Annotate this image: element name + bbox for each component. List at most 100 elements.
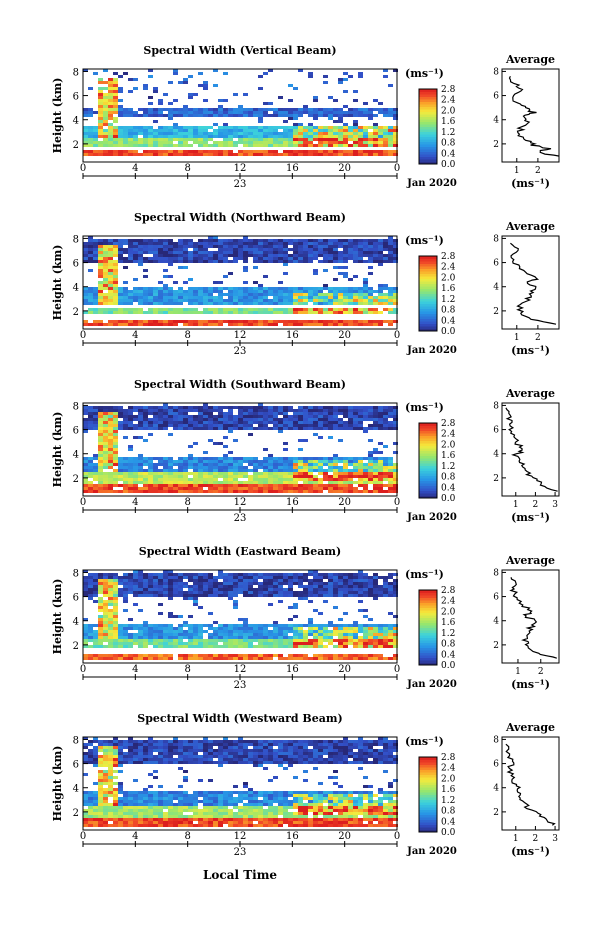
- colorbar-tick-label: 2.0: [441, 774, 456, 784]
- average-frame: [501, 235, 560, 330]
- panel-title: Spectral Width (Westward Beam): [137, 712, 342, 725]
- average-frame: [501, 569, 560, 664]
- average-y-tick-label: 6: [493, 593, 499, 603]
- y-axis-label: Height (km): [51, 746, 64, 822]
- average-x-tick-label: 1: [515, 667, 521, 677]
- average-frame: [501, 736, 560, 831]
- date-label: Jan 2020: [406, 679, 457, 690]
- colorbar-tick-label: 2.0: [441, 273, 456, 283]
- average-frame: [501, 402, 560, 497]
- x-tick-label: 12: [234, 664, 247, 675]
- plot-frame: [82, 68, 398, 163]
- average-y-tick-label: 6: [493, 426, 499, 436]
- colorbar-tick-label: 0.4: [441, 316, 456, 326]
- y-tick-label: 4: [73, 450, 79, 461]
- average-profile-line: [505, 407, 558, 492]
- average-x-tick-label: 1: [513, 834, 519, 844]
- x-tick-label: 20: [338, 497, 351, 508]
- colorbar-tick-label: 2.8: [441, 586, 456, 596]
- x-tick-label: 4: [132, 163, 138, 174]
- x-tick-label: 12: [234, 330, 247, 341]
- colorbar-unit: (ms⁻¹): [405, 401, 444, 414]
- x-tick-label: 4: [132, 497, 138, 508]
- x-tick-label: 16: [286, 664, 299, 675]
- average-x-label: (ms⁻¹): [511, 511, 550, 524]
- x-tick-label: 20: [338, 664, 351, 675]
- y-tick-label: 8: [73, 234, 79, 245]
- average-y-tick-label: 2: [493, 474, 499, 484]
- heatmap-cells: [83, 737, 398, 827]
- colorbar-tick-label: 0.4: [441, 817, 456, 827]
- x-tick-label: 0: [80, 497, 86, 508]
- date-label: Jan 2020: [406, 846, 457, 857]
- colorbar-frame: [418, 756, 438, 833]
- colorbar-tick-label: 1.6: [441, 451, 456, 461]
- colorbar-tick-label: 0.4: [441, 483, 456, 493]
- colorbar-tick-label: 0.0: [441, 327, 456, 337]
- panel-4: Spectral Width (Eastward Beam) 2 4 6 8 Height…: [51, 545, 560, 691]
- colorbar-tick-label: 2.4: [441, 96, 456, 106]
- average-x-tick-label: 3: [552, 834, 558, 844]
- average-title: Average: [505, 554, 555, 567]
- x-tick-label: 8: [184, 497, 190, 508]
- colorbar: [419, 256, 437, 332]
- average-x-tick-label: 2: [533, 834, 539, 844]
- x-tick-label: 20: [338, 163, 351, 174]
- y-axis-label: Height (km): [51, 579, 64, 655]
- y-tick-label: 6: [73, 92, 79, 103]
- colorbar-tick-label: 0.0: [441, 494, 456, 504]
- y-tick-label: 4: [73, 617, 79, 628]
- average-y-tick-label: 6: [493, 760, 499, 770]
- x-tick-label: 8: [184, 163, 190, 174]
- colorbar-tick-label: 1.2: [441, 295, 455, 305]
- average-x-tick-label: 2: [535, 166, 541, 176]
- average-x-tick-label: 2: [535, 333, 541, 343]
- colorbar-tick-label: 1.2: [441, 462, 455, 472]
- y-tick-label: 8: [73, 735, 79, 746]
- x-day-label: 23: [234, 346, 247, 357]
- average-x-tick-label: 3: [552, 500, 558, 510]
- average-profile-line: [509, 577, 557, 659]
- x-tick-label: 0: [394, 831, 400, 842]
- colorbar-tick-label: 1.2: [441, 128, 455, 138]
- x-tick-label: 4: [132, 831, 138, 842]
- x-tick-label: 0: [80, 163, 86, 174]
- colorbar-frame: [418, 589, 438, 666]
- y-tick-label: 6: [73, 760, 79, 771]
- heatmap-cells: [83, 236, 398, 326]
- colorbar-tick-label: 2.8: [441, 252, 456, 262]
- x-tick-label: 0: [394, 497, 400, 508]
- colorbar-tick-label: 1.2: [441, 796, 455, 806]
- colorbar-tick-label: 0.8: [441, 640, 456, 650]
- x-tick-label: 20: [338, 330, 351, 341]
- average-x-tick-label: 2: [538, 667, 544, 677]
- colorbar: [419, 590, 437, 666]
- average-x-tick-label: 1: [514, 333, 520, 343]
- average-x-label: (ms⁻¹): [511, 845, 550, 858]
- y-tick-label: 4: [73, 116, 79, 127]
- colorbar-unit: (ms⁻¹): [405, 234, 444, 247]
- average-y-tick-label: 2: [493, 641, 499, 651]
- colorbar-tick-label: 0.8: [441, 473, 456, 483]
- panel-title: Spectral Width (Vertical Beam): [143, 44, 336, 57]
- y-tick-label: 6: [73, 259, 79, 270]
- colorbar-frame: [418, 422, 438, 499]
- x-day-label: 23: [234, 680, 247, 691]
- x-tick-label: 16: [286, 831, 299, 842]
- colorbar-tick-label: 2.8: [441, 85, 456, 95]
- colorbar-tick-label: 1.2: [441, 629, 455, 639]
- average-y-tick-label: 4: [493, 450, 499, 460]
- y-tick-label: 8: [73, 568, 79, 579]
- y-tick-label: 4: [73, 283, 79, 294]
- colorbar-tick-label: 2.0: [441, 106, 456, 116]
- colorbar-frame: [418, 88, 438, 165]
- average-x-label: (ms⁻¹): [511, 177, 550, 190]
- average-y-tick-label: 8: [493, 401, 499, 411]
- panel-title: Spectral Width (Eastward Beam): [139, 545, 341, 558]
- average-frame: [501, 68, 560, 163]
- y-axis-label: Height (km): [51, 78, 64, 154]
- average-y-tick-label: 8: [493, 67, 499, 77]
- average-x-label: (ms⁻¹): [511, 344, 550, 357]
- colorbar-unit: (ms⁻¹): [405, 568, 444, 581]
